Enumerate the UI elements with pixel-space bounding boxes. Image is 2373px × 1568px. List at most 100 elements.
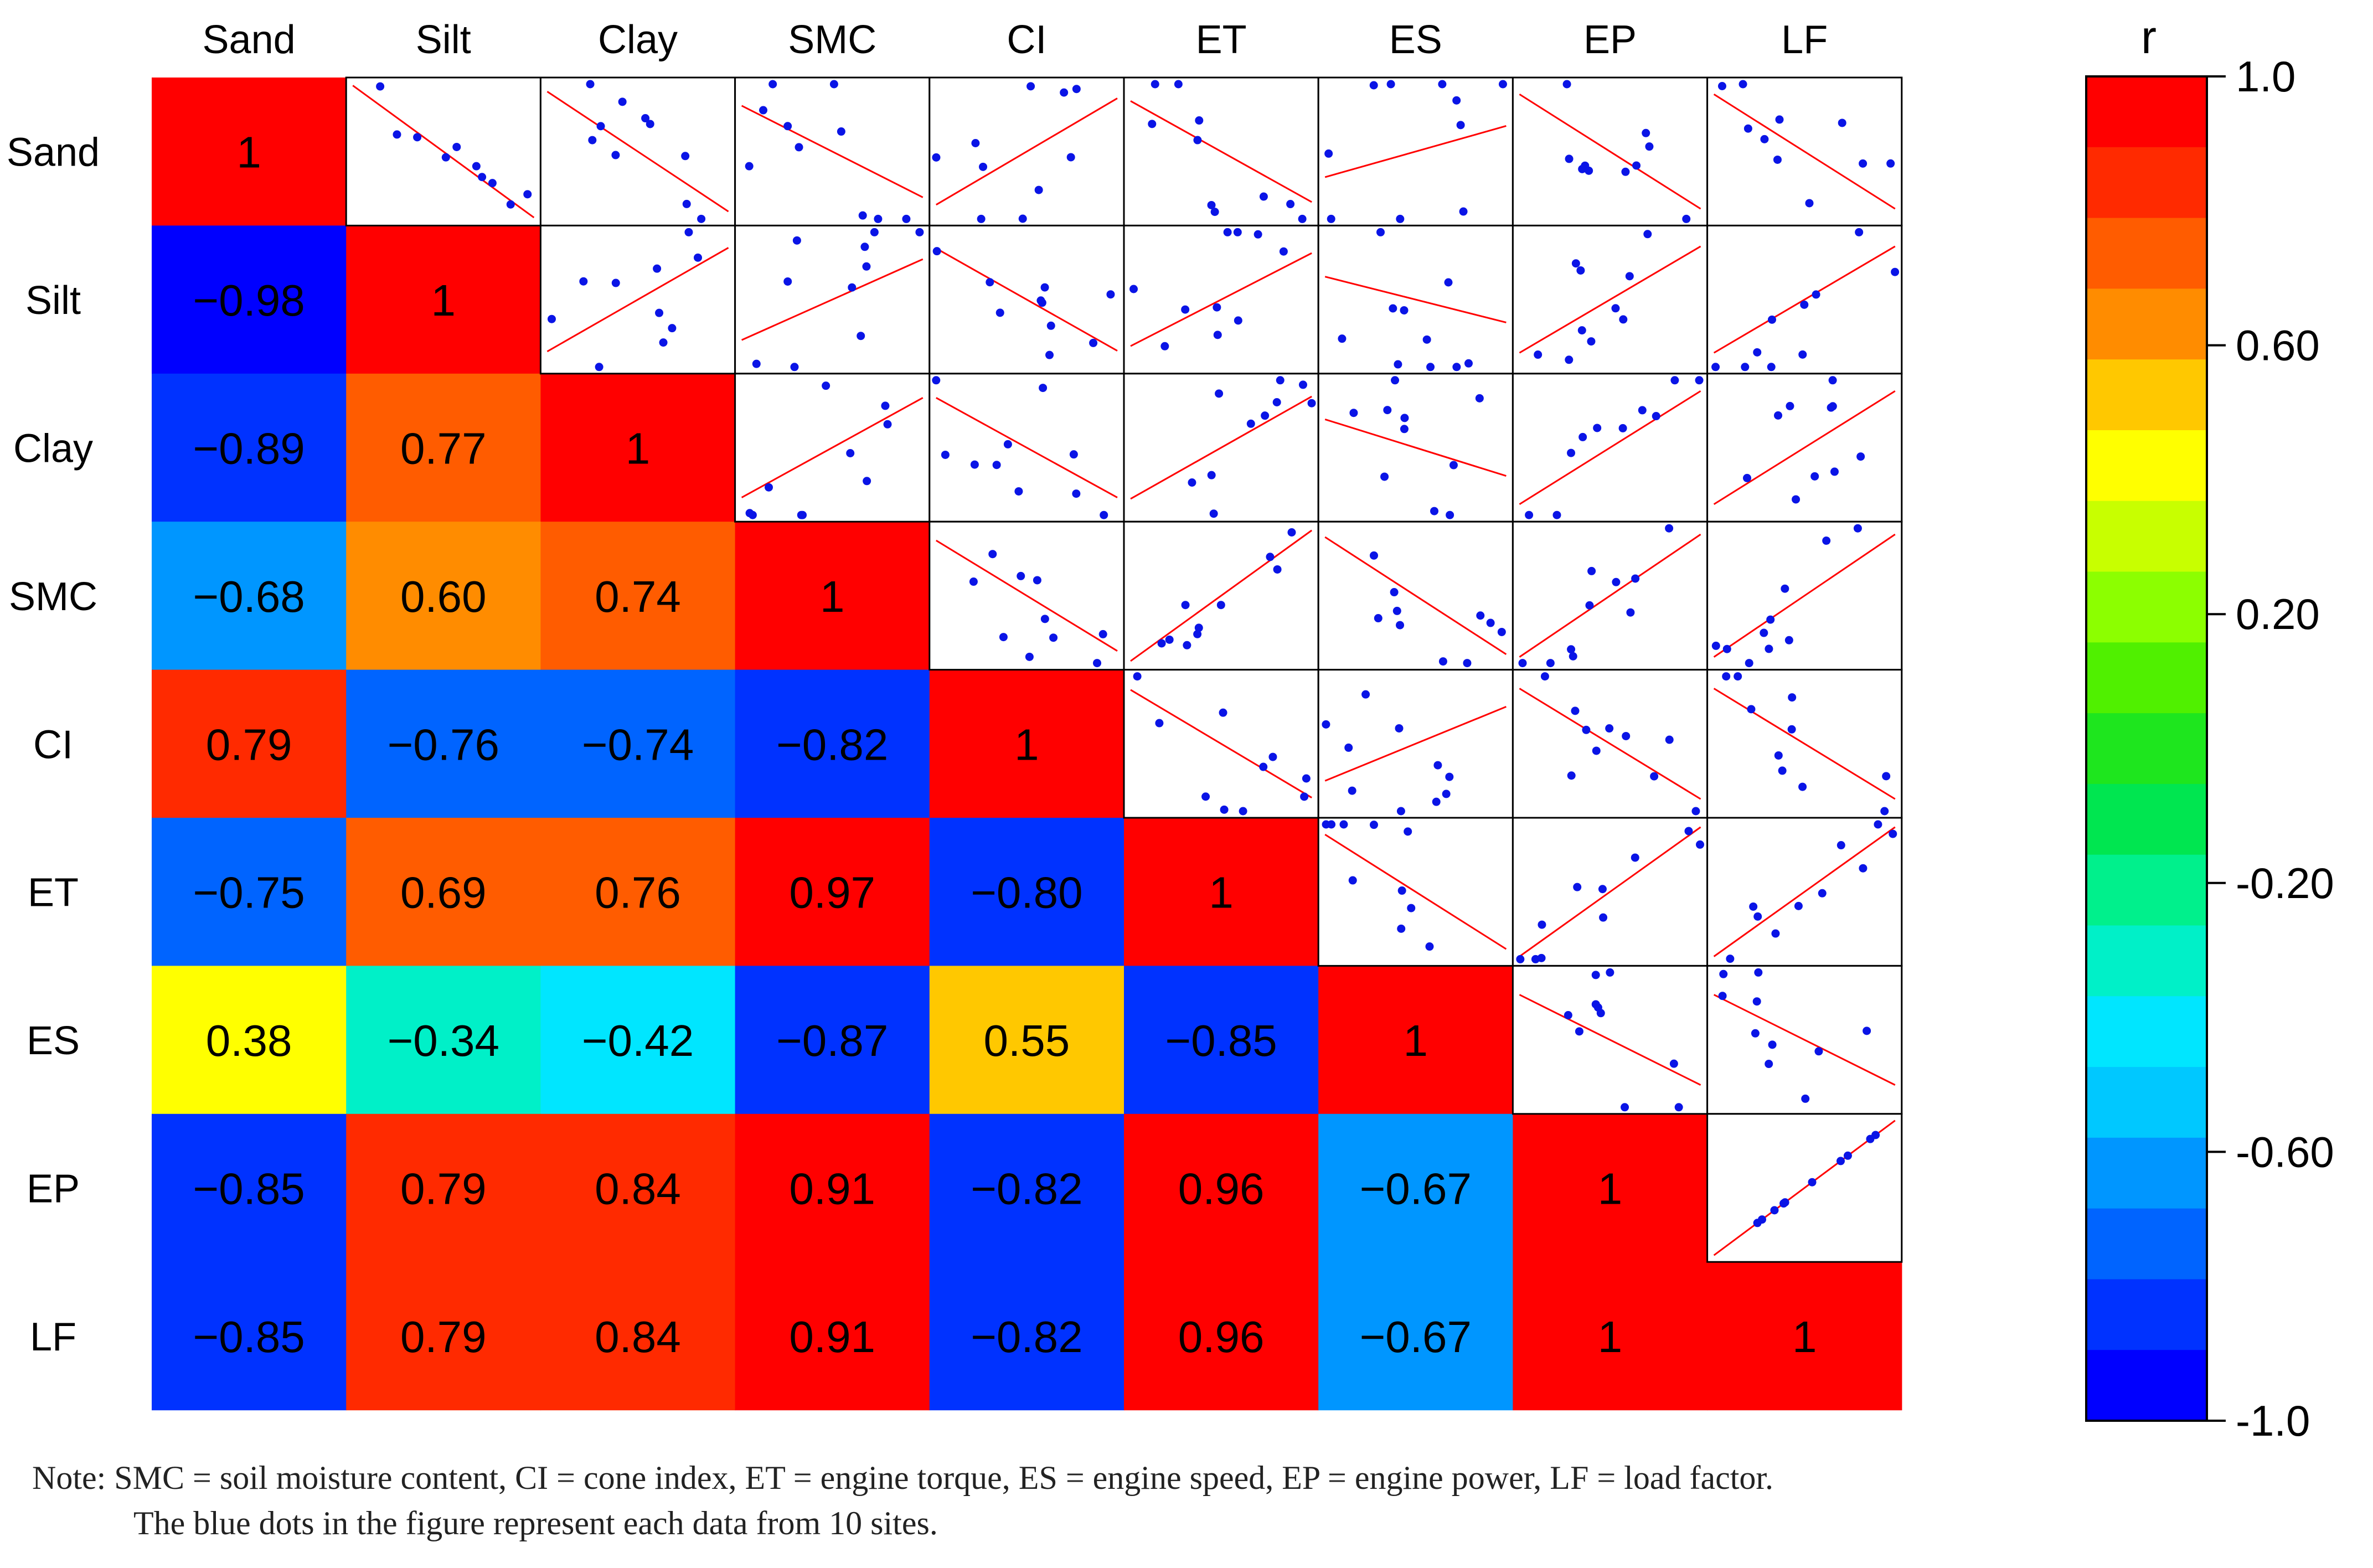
scatter-sand-smc-point <box>783 122 792 131</box>
scatter-clay-ci-point <box>1100 510 1108 519</box>
scatter-clay-ci-point <box>1069 450 1078 459</box>
scatter-sand-clay-point <box>682 199 691 208</box>
cell-value-es-es: 1 <box>1404 1016 1428 1065</box>
scatter-es-ep-point <box>1674 1103 1683 1112</box>
scatter-ep-lf-trend-line <box>1713 1120 1896 1256</box>
scatter-smc-ci-point <box>1040 615 1049 623</box>
cell-value-lf-smc: 0.91 <box>789 1312 875 1361</box>
scatter-sand-ci-point <box>1066 153 1075 162</box>
cell-value-clay-sand: −0.89 <box>193 424 305 473</box>
scatter-silt-ci-point <box>1046 321 1055 330</box>
heatmap-cell-smc-smc <box>735 522 930 670</box>
scatter-ci-et-trend-line <box>1130 689 1312 798</box>
cell-value-clay-clay: 1 <box>626 424 651 473</box>
heatmap-cell-lf-es <box>1318 1262 1513 1411</box>
colorbar-tick-label: 0.60 <box>2236 321 2320 370</box>
scatter-et-ep-point <box>1573 883 1582 891</box>
scatter-clay-ci-point <box>1003 440 1012 448</box>
scatter-sand-et-point <box>1193 136 1202 145</box>
scatter-clay-et-point <box>1307 399 1316 408</box>
scatter-silt-smc-point <box>790 363 799 372</box>
column-label-silt: Silt <box>416 18 471 62</box>
scatter-ci-et-point <box>1239 807 1247 816</box>
scatter-silt-ep-point <box>1587 337 1596 346</box>
scatter-ci-et-point <box>1268 752 1277 761</box>
heatmap-cell-et-et <box>1124 818 1319 966</box>
scatter-ci-et-point <box>1219 708 1227 717</box>
heatmap-cell-ci-sand <box>152 669 347 818</box>
scatter-sand-clay-trend-line <box>546 91 729 213</box>
scatter-silt-lf-point <box>1891 267 1900 276</box>
scatter-silt-ep-point <box>1625 272 1634 281</box>
scatter-ci-es-point <box>1442 790 1451 798</box>
scatter-smc-lf-trend-line <box>1713 533 1896 658</box>
scatter-ep-lf-point <box>1779 1199 1788 1208</box>
scatter-sand-ep-point <box>1565 154 1574 163</box>
scatter-clay-et-point <box>1207 471 1216 479</box>
scatter-ci-lf-point <box>1747 705 1756 714</box>
scatter-sand-ci-point <box>1060 88 1069 97</box>
colorbar-band <box>2086 1279 2207 1350</box>
cell-value-et-silt: 0.69 <box>400 868 487 917</box>
scatter-clay-es-trend-line <box>1324 418 1507 477</box>
scatter-panels <box>345 76 1903 1263</box>
scatter-smc-lf-frame <box>1706 520 1903 671</box>
scatter-ci-es-point <box>1361 690 1370 699</box>
scatter-smc-es-point <box>1438 657 1447 666</box>
scatter-clay-smc-point <box>883 420 892 429</box>
scatter-clay-et-point <box>1298 380 1307 389</box>
cell-value-ep-smc: 0.91 <box>789 1164 875 1214</box>
cell-value-smc-sand: −0.68 <box>193 572 305 621</box>
scatter-sand-et-point <box>1207 200 1216 209</box>
scatter-sand-smc-point <box>874 214 883 223</box>
scatter-sand-silt-point <box>452 142 461 151</box>
scatter-sand-silt-point <box>523 190 532 199</box>
scatter-ci-ep-point <box>1582 725 1591 734</box>
scatter-sand-smc-point <box>795 143 803 152</box>
colorbar-band <box>2086 1208 2207 1280</box>
scatter-sand-silt-point <box>376 82 385 91</box>
colorbar-band <box>2086 76 2207 148</box>
scatter-silt-smc-point <box>848 283 857 292</box>
scatter-ci-et-point <box>1155 719 1164 728</box>
scatter-sand-et-point <box>1210 208 1219 216</box>
column-label-ep: EP <box>1583 18 1637 62</box>
scatter-ci-lf-point <box>1880 807 1889 816</box>
scatter-smc-et-point <box>1183 641 1191 649</box>
scatter-ep-lf-point <box>1866 1134 1875 1143</box>
scatter-et-ep-point <box>1516 955 1525 963</box>
cell-value-ci-sand: 0.79 <box>206 720 292 769</box>
scatter-clay-ci-point <box>932 376 941 385</box>
scatter-silt-smc-point <box>915 228 924 236</box>
scatter-clay-ci-point <box>1072 489 1081 498</box>
scatter-es-ep-point <box>1591 1000 1600 1009</box>
scatter-ci-et-point <box>1302 774 1311 783</box>
scatter-clay-es-point <box>1430 507 1439 515</box>
cell-value-ep-et: 0.96 <box>1178 1164 1265 1214</box>
scatter-ci-ep-point <box>1571 706 1580 715</box>
scatter-sand-es-trend-line <box>1324 125 1507 178</box>
cell-value-silt-sand: −0.98 <box>193 276 305 325</box>
heatmap-cell-et-silt <box>346 818 541 966</box>
scatter-sand-es-point <box>1456 121 1465 130</box>
scatter-silt-es-point <box>1389 304 1397 313</box>
scatter-sand-lf-point <box>1838 118 1846 127</box>
heatmap-cell-lf-silt <box>346 1262 541 1411</box>
row-label-smc: SMC <box>9 575 97 619</box>
colorbar-band <box>2086 925 2207 997</box>
heatmap-cell-ci-ci <box>929 669 1124 818</box>
scatter-sand-smc-point <box>837 127 845 136</box>
scatter-et-lf-point <box>1753 912 1762 921</box>
scatter-smc-es-point <box>1369 551 1378 560</box>
scatter-et-es-point <box>1369 821 1378 829</box>
scatter-sand-silt-point <box>478 173 487 182</box>
scatter-smc-ci-point <box>988 550 997 559</box>
scatter-smc-lf-point <box>1760 628 1768 637</box>
scatter-smc-et-point <box>1193 630 1202 638</box>
scatter-silt-ci-point <box>1045 350 1054 359</box>
colorbar-band <box>2086 1137 2207 1209</box>
scatter-silt-et-point <box>1233 228 1242 236</box>
colorbar-band <box>2086 1350 2207 1421</box>
scatter-silt-ci-point <box>995 308 1004 317</box>
scatter-ep-lf-point <box>1770 1206 1779 1215</box>
